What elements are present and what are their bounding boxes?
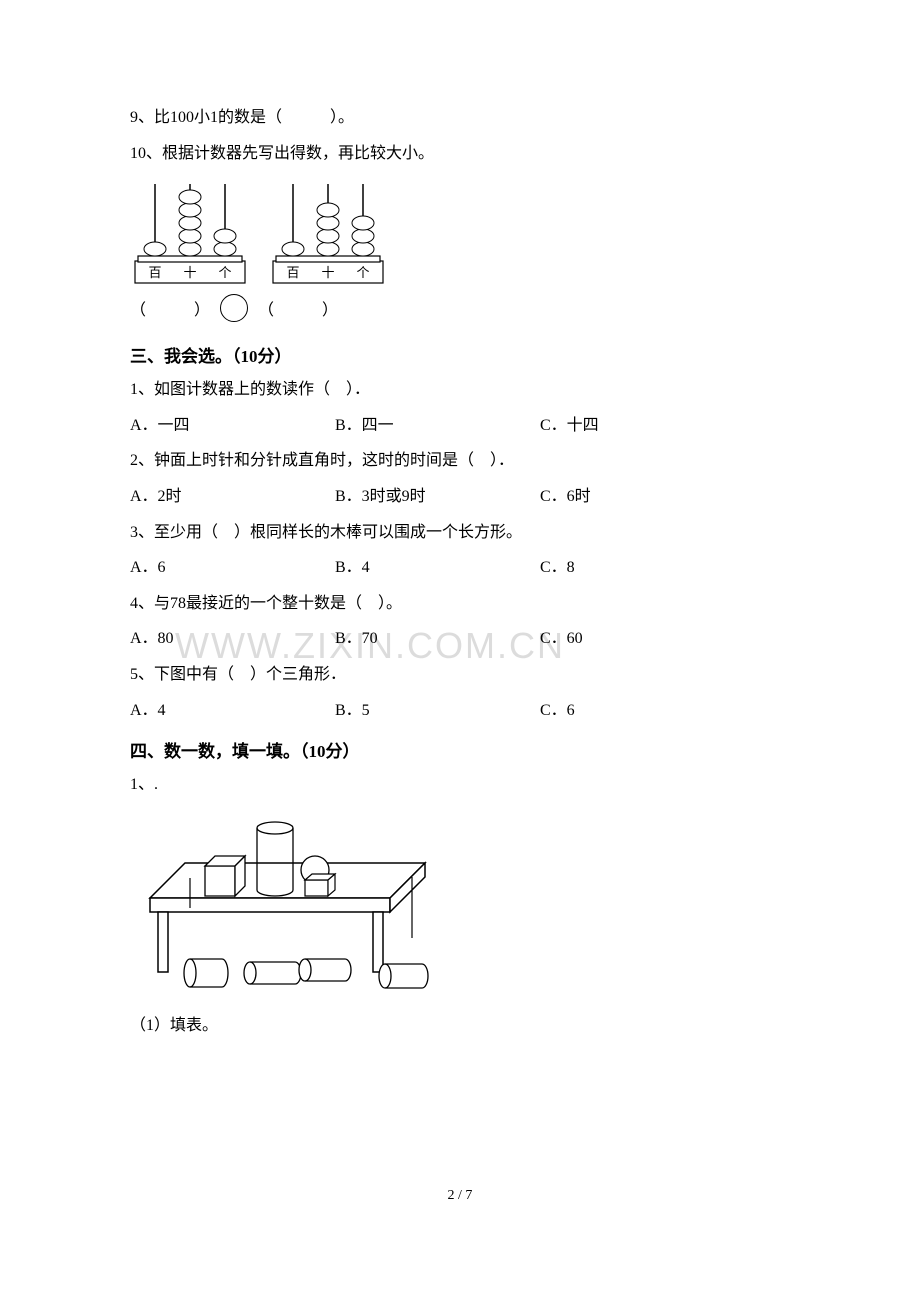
s3-q4-a: A．80 [130,626,335,652]
question-9: 9、比100小1的数是（ ）。 [130,105,790,131]
svg-text:个: 个 [356,265,369,280]
s3-q4-c: C．60 [540,626,790,652]
s3-q5-options: A．4 B．5 C．6 [130,698,790,724]
s3-q3: 3、至少用（ ）根同样长的木棒可以围成一个长方形。 [130,520,790,546]
section-4-title: 四、数一数，填一填。（10分） [130,737,790,762]
s3-q5-c: C．6 [540,698,790,724]
s3-q4-options: A．80 B．70 C．60 [130,626,790,652]
svg-text:十: 十 [183,265,196,280]
s3-q2-options: A．2时 B．3时或9时 C．6时 [130,484,790,510]
abacus-1: 百 十 个 [130,176,250,286]
section-3-title: 三、我会选。（10分） [130,342,790,367]
svg-text:百: 百 [148,265,161,280]
svg-text:百: 百 [286,265,299,280]
s3-q2-a: A．2时 [130,484,335,510]
compare-row: （ ） （ ） [130,294,790,322]
compare-left: （ ） [130,296,210,320]
s3-q5: 5、下图中有（ ）个三角形． [130,662,790,688]
svg-text:个: 个 [218,265,231,280]
s3-q3-options: A．6 B．4 C．8 [130,555,790,581]
s3-q3-b: B．4 [335,555,540,581]
s3-q1-a: A．一四 [130,413,335,439]
s3-q4-b: B．70 [335,626,540,652]
s3-q2-c: C．6时 [540,484,790,510]
abacus-2: 百 十 个 [268,176,388,286]
s3-q4: 4、与78最接近的一个整十数是（ ）。 [130,591,790,617]
svg-text:十: 十 [321,265,334,280]
s3-q3-c: C．8 [540,555,790,581]
s3-q1-options: A．一四 B．四一 C．十四 [130,413,790,439]
s3-q1-b: B．四一 [335,413,540,439]
compare-circle [220,294,248,322]
s3-q5-a: A．4 [130,698,335,724]
s3-q1-c: C．十四 [540,413,790,439]
s3-q2: 2、钟面上时针和分针成直角时，这时的时间是（ ）． [130,448,790,474]
question-10: 10、根据计数器先写出得数，再比较大小。 [130,141,790,167]
s3-q5-b: B．5 [335,698,540,724]
s3-q3-a: A．6 [130,555,335,581]
s4-sub1: （1）填表。 [130,1013,790,1039]
s4-q1: 1、. [130,772,790,798]
table-shapes-figure [130,808,790,1003]
compare-right: （ ） [258,296,338,320]
page-number: 2 / 7 [0,1188,920,1204]
s3-q1: 1、如图计数器上的数读作（ ）． [130,377,790,403]
s3-q2-b: B．3时或9时 [335,484,540,510]
abacus-container: 百 十 个 百 十 个 [130,176,790,286]
